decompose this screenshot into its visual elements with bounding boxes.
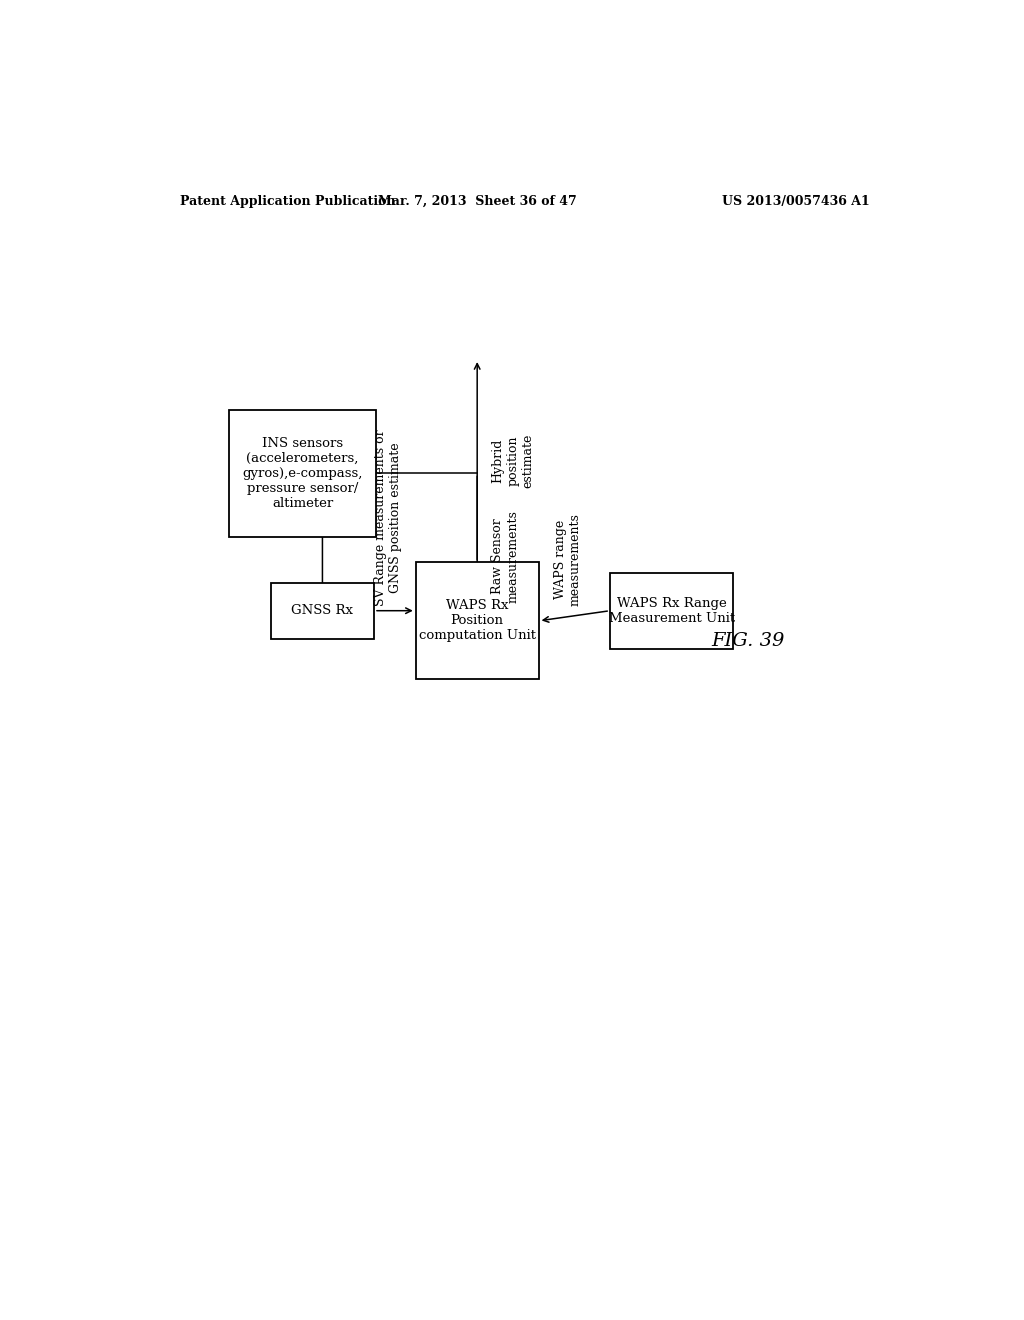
Bar [416,562,539,680]
Text: WAPS Rx Range
Measurement Unit: WAPS Rx Range Measurement Unit [608,597,734,624]
Text: Patent Application Publication: Patent Application Publication [179,194,395,207]
Text: INS sensors
(accelerometers,
gyros),e-compass,
pressure sensor/
altimeter: INS sensors (accelerometers, gyros),e-co… [243,437,362,510]
Text: Mar. 7, 2013  Sheet 36 of 47: Mar. 7, 2013 Sheet 36 of 47 [378,194,577,207]
Text: SV Range measurements or
GNSS position estimate: SV Range measurements or GNSS position e… [375,429,402,606]
Bar [270,582,374,639]
Bar [610,573,733,649]
Text: Hybrid
position
estimate: Hybrid position estimate [492,433,535,488]
Text: WAPS Rx
Position
computation Unit: WAPS Rx Position computation Unit [419,599,536,643]
Text: US 2013/0057436 A1: US 2013/0057436 A1 [722,194,870,207]
Text: GNSS Rx: GNSS Rx [292,605,353,618]
Text: WAPS range
measurements: WAPS range measurements [554,512,582,606]
Text: FIG. 39: FIG. 39 [712,632,784,651]
Bar [229,411,376,537]
Text: Raw Sensor
measurements: Raw Sensor measurements [492,510,519,602]
